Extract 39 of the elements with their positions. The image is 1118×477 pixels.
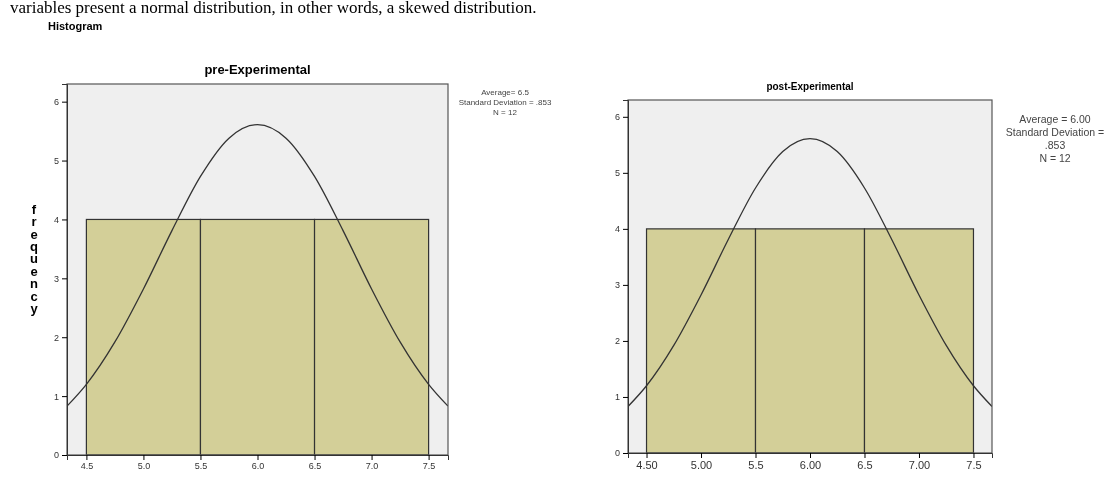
- x-tick-label: 6.5: [857, 458, 873, 471]
- y-tick-label: 2: [53, 332, 59, 343]
- text: Average = 6.00: [1019, 113, 1091, 125]
- y-tick-label: 0: [614, 448, 620, 459]
- y-tick-label: 1: [53, 391, 59, 402]
- x-tick-label: 4.5: [80, 461, 94, 472]
- text: Standard Deviation = .853: [458, 98, 552, 107]
- chart-title: pre-Experimental: [204, 62, 311, 77]
- text: variables present a normal distribution, in other words, a skewed distribution.: [10, 0, 537, 17]
- text: Histogram: [48, 20, 103, 32]
- x-tick-label: 7.5: [422, 461, 436, 472]
- x-tick-label: 6.00: [799, 458, 822, 471]
- y-tick-label: 4: [53, 214, 59, 225]
- text: Average= 6.5: [481, 88, 530, 97]
- y-tick-label: 2: [614, 336, 620, 347]
- y-tick-label: 4: [614, 224, 620, 235]
- x-tick-label: 5.00: [690, 458, 713, 471]
- text: Standard Deviation = .853: [1005, 126, 1105, 152]
- text: frequency: [30, 201, 38, 316]
- x-tick-label: 5.0: [137, 461, 151, 472]
- x-tick-label: 4.50: [636, 458, 658, 471]
- y-tick-label: 3: [53, 273, 59, 284]
- x-tick-label: 7.0: [365, 461, 379, 472]
- x-tick-label: 6.0: [251, 461, 265, 472]
- y-tick-label: 0: [53, 450, 59, 461]
- y-tick-label: 5: [614, 168, 620, 179]
- y-tick-label: 6: [614, 112, 620, 123]
- x-tick-label: 5.5: [194, 461, 208, 472]
- y-tick-label: 3: [614, 280, 620, 291]
- y-tick-label: 5: [53, 155, 59, 166]
- text: N = 12: [493, 108, 518, 117]
- x-tick-label: 7.5: [966, 458, 982, 471]
- y-tick-label: 1: [614, 392, 620, 403]
- x-tick-label: 7.00: [908, 458, 931, 471]
- x-tick-label: 5.5: [748, 458, 764, 471]
- text: N = 12: [1039, 152, 1071, 165]
- y-tick-label: 6: [53, 97, 59, 108]
- chart-title: post-Experimental: [766, 81, 854, 92]
- x-tick-label: 6.5: [308, 461, 322, 472]
